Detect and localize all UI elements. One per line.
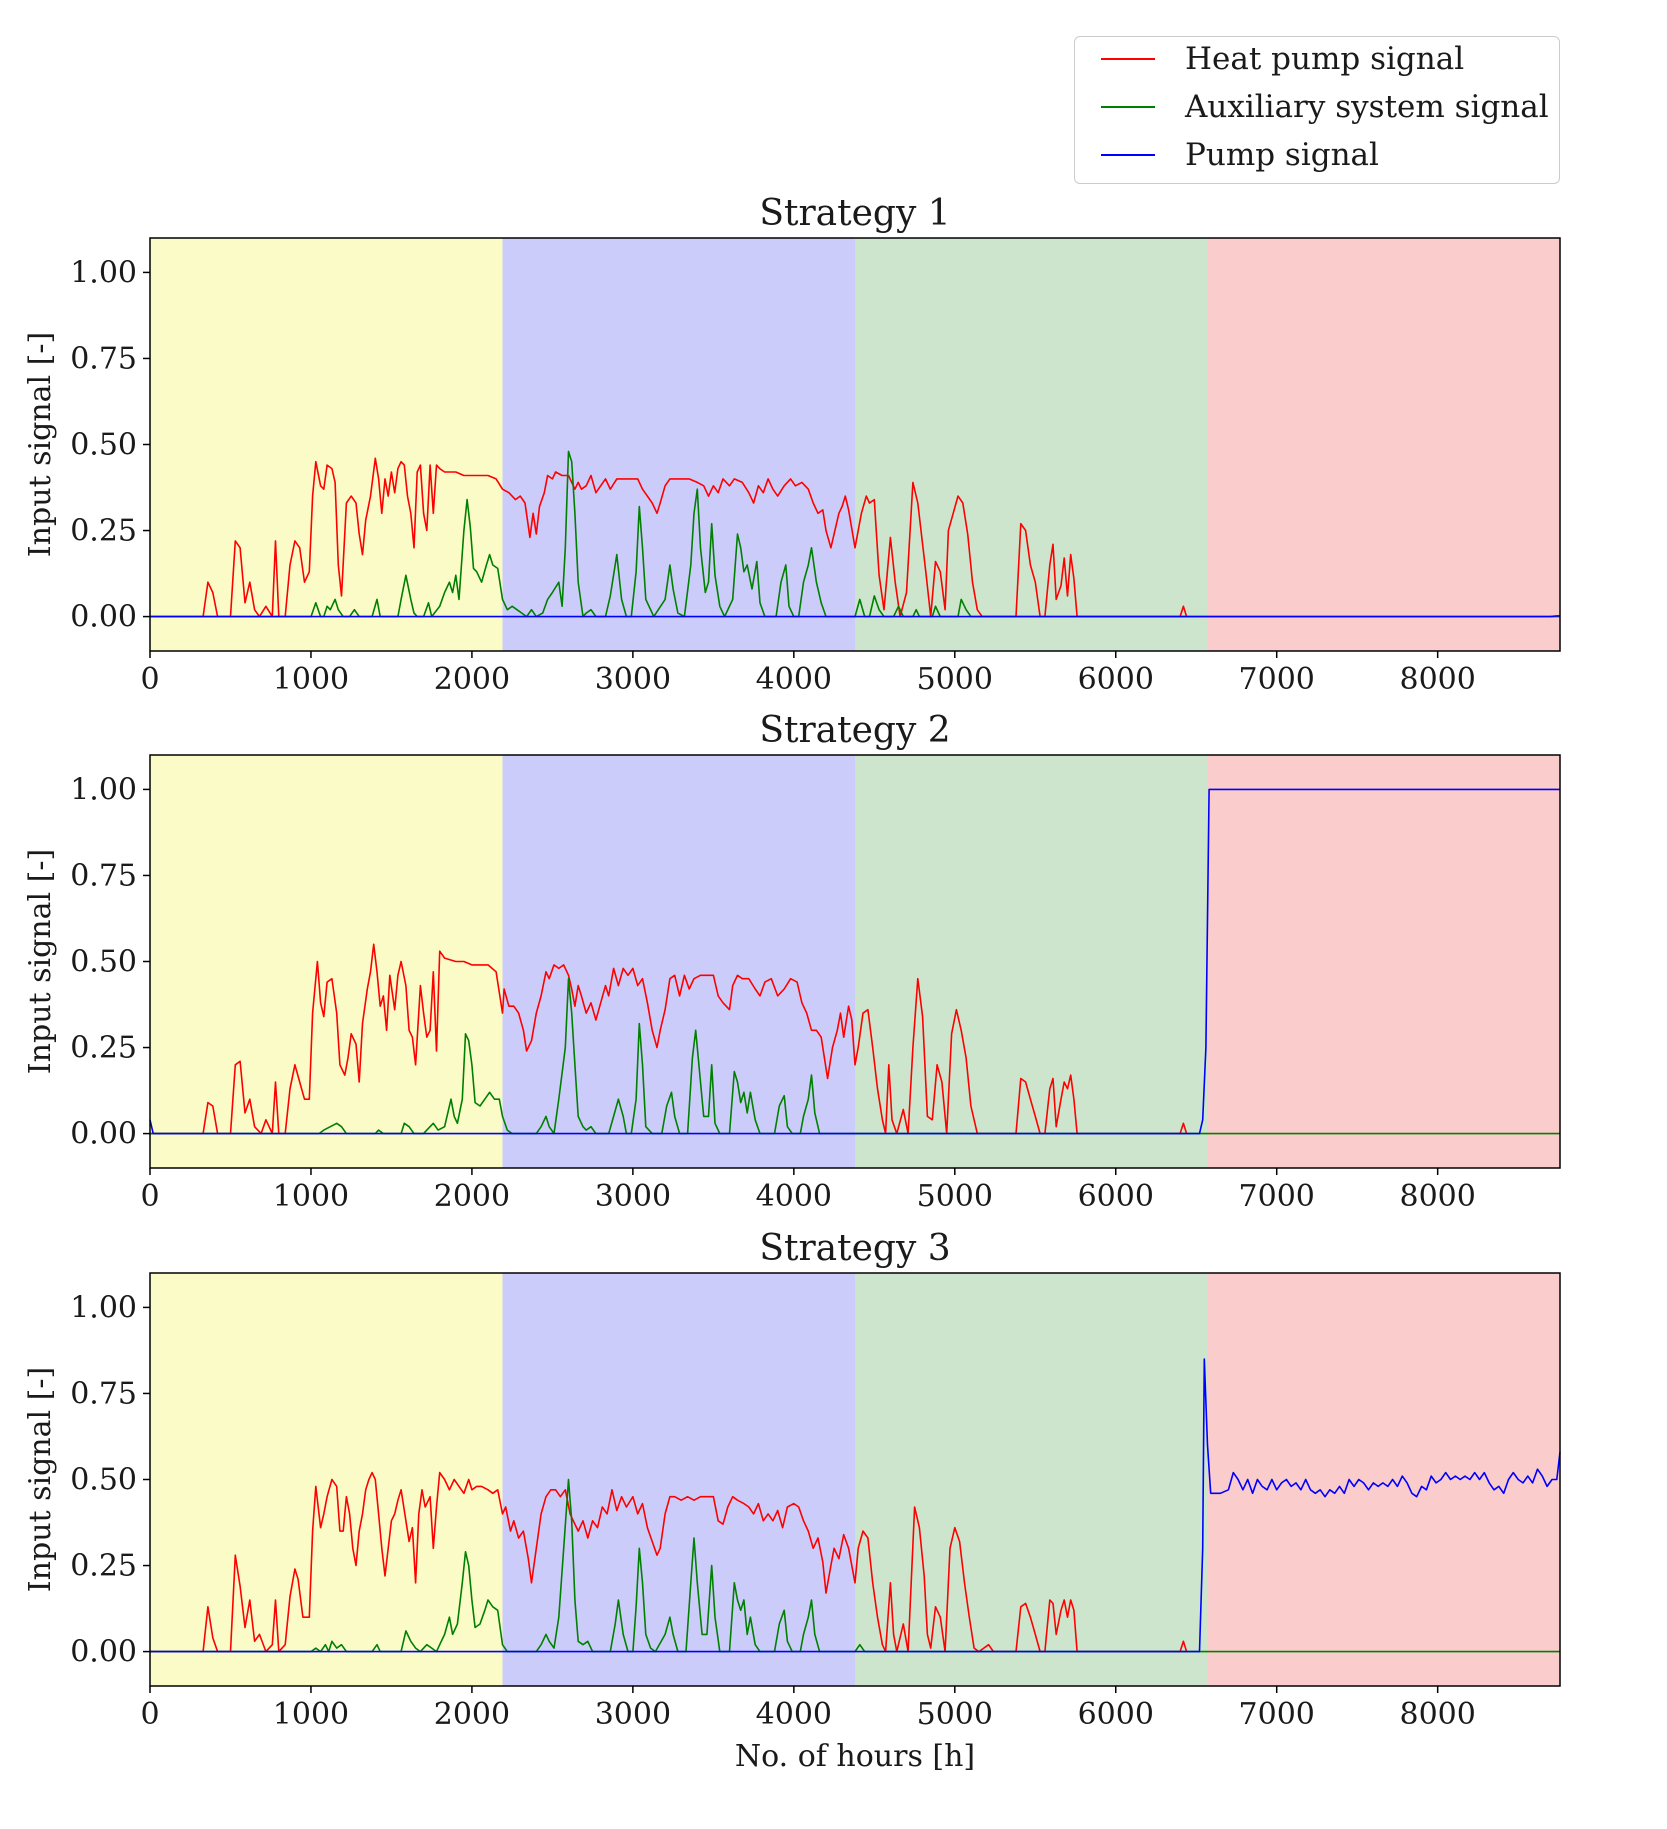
season-band-3 [855,1273,1208,1686]
x-tick-label: 6000 [1078,1697,1154,1732]
season-band-1 [150,238,503,651]
y-tick-label: 1.00 [70,1290,137,1325]
x-tick-label: 7000 [1239,662,1315,697]
y-tick-label: 1.00 [70,772,137,807]
x-axis-label: No. of hours [h] [735,1739,975,1774]
x-tick-label: 5000 [917,1697,993,1732]
x-tick-label: 1000 [273,1179,349,1214]
legend-item-pump: Pump signal [1075,135,1379,175]
subplot-1: 0 1000 2000 3000 4000 5000 6000 7000 8000 0.00 0.2… [23,193,1561,697]
season-band-3 [855,755,1208,1168]
y-tick-label: 0.50 [70,1463,137,1498]
x-tick-label: 0 [140,1179,159,1214]
x-tick-label: 3000 [595,1179,671,1214]
legend-item-heat-pump: Heat pump signal [1075,39,1464,79]
season-band-2 [502,1273,855,1686]
series-line-heat-pump-signal [150,943,1188,1135]
legend-item-auxiliary: Auxiliary system signal [1075,87,1549,127]
season-band-3 [855,238,1208,651]
series-line-pump-signal [150,1358,1561,1653]
x-tick-label: 0 [140,1697,159,1732]
x-tick-label: 5000 [917,1179,993,1214]
x-tick-label: 0 [140,662,159,697]
x-tick-label: 8000 [1399,1179,1475,1214]
y-tick-label: 0.50 [70,428,137,463]
series-line-pump-signal [150,615,1560,618]
y-tick-label: 0.25 [70,1031,137,1066]
x-tick-label: 2000 [434,662,510,697]
legend-label-auxiliary: Auxiliary system signal [1185,89,1549,125]
x-tick-label: 7000 [1239,1697,1315,1732]
x-tick-label: 1000 [273,1697,349,1732]
series-line-auxiliary-system-signal [150,1478,1560,1653]
x-tick-label: 4000 [756,1697,832,1732]
subplot-3: 0 1000 2000 3000 4000 5000 6000 7000 8000 0.00 0.2… [23,1228,1561,1774]
y-tick-label: 0.25 [70,514,137,549]
x-tick-label: 6000 [1078,1179,1154,1214]
legend-label-heat-pump: Heat pump signal [1185,41,1465,77]
y-tick-label: 0.75 [70,1376,137,1411]
legend-label-pump: Pump signal [1185,137,1379,173]
y-tick-label: 0.00 [70,1635,137,1670]
y-axis-label: Input signal [-] [23,1367,58,1592]
subplot-title: Strategy 1 [759,193,950,234]
x-tick-label: 7000 [1239,1179,1315,1214]
y-tick-label: 0.25 [70,1549,137,1584]
x-tick-label: 6000 [1078,662,1154,697]
legend: Heat pump signal Auxiliary system signal… [1074,36,1560,184]
y-axis-label: Input signal [-] [23,849,58,1074]
y-tick-label: 0.50 [70,945,137,980]
season-band-2 [502,238,855,651]
x-tick-label: 2000 [434,1697,510,1732]
y-tick-label: 0.00 [70,600,137,635]
subplot-title: Strategy 2 [759,710,950,751]
x-tick-label: 3000 [595,1697,671,1732]
y-tick-label: 0.75 [70,858,137,893]
season-band-2 [502,755,855,1168]
season-band-4 [1207,1273,1560,1686]
series-line-pump-signal [149,788,1560,1135]
season-band-1 [150,755,503,1168]
y-axis-label: Input signal [-] [23,332,58,557]
season-band-4 [1207,238,1560,651]
season-band-1 [150,1273,503,1686]
x-tick-label: 8000 [1399,1697,1475,1732]
season-band-4 [1207,755,1560,1168]
y-tick-label: 0.75 [70,341,137,376]
x-tick-label: 4000 [756,662,832,697]
x-tick-label: 2000 [434,1179,510,1214]
y-tick-label: 1.00 [70,255,137,290]
x-tick-label: 8000 [1399,662,1475,697]
y-tick-label: 0.00 [70,1117,137,1152]
x-tick-label: 4000 [756,1179,832,1214]
legend-swatch-heat-pump [1101,58,1155,60]
legend-swatch-pump [1101,154,1155,156]
legend-swatch-auxiliary [1101,106,1155,108]
series-line-auxiliary-system-signal [150,977,1560,1135]
x-tick-label: 5000 [917,662,993,697]
x-tick-label: 3000 [595,662,671,697]
series-line-heat-pump-signal [150,1471,1188,1653]
x-tick-label: 1000 [273,662,349,697]
subplot-2: 0 1000 2000 3000 4000 5000 6000 7000 8000 0.00 0.2… [23,710,1561,1214]
series-line-heat-pump-signal [150,457,1188,618]
subplot-title: Strategy 3 [759,1228,950,1269]
